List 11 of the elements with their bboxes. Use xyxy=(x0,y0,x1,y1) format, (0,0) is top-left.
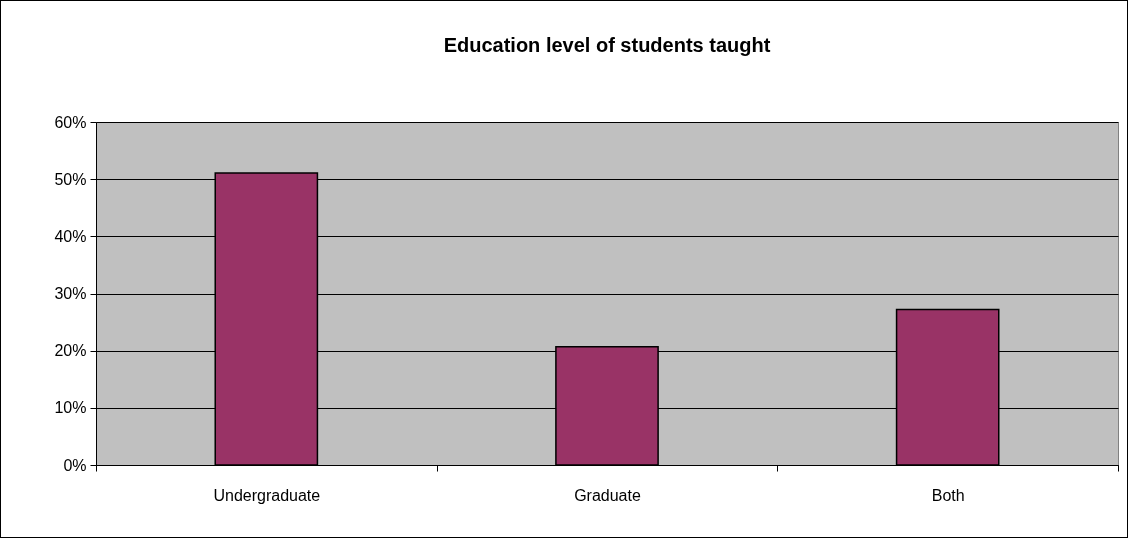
y-tick-label: 20% xyxy=(54,342,87,360)
y-tick-label: 30% xyxy=(54,285,87,302)
y-tick-label: 50% xyxy=(54,170,87,188)
y-tick-label: 0% xyxy=(63,456,87,474)
y-tick-label: 60% xyxy=(54,113,87,131)
y-tick-label: 40% xyxy=(54,227,87,245)
x-tick-label: Both xyxy=(931,486,965,504)
chart-title: Education level of students taught xyxy=(443,34,771,56)
x-tick-label: Graduate xyxy=(574,486,641,504)
x-tick-label: Undergraduate xyxy=(213,486,321,504)
y-tick-label: 10% xyxy=(54,399,87,417)
